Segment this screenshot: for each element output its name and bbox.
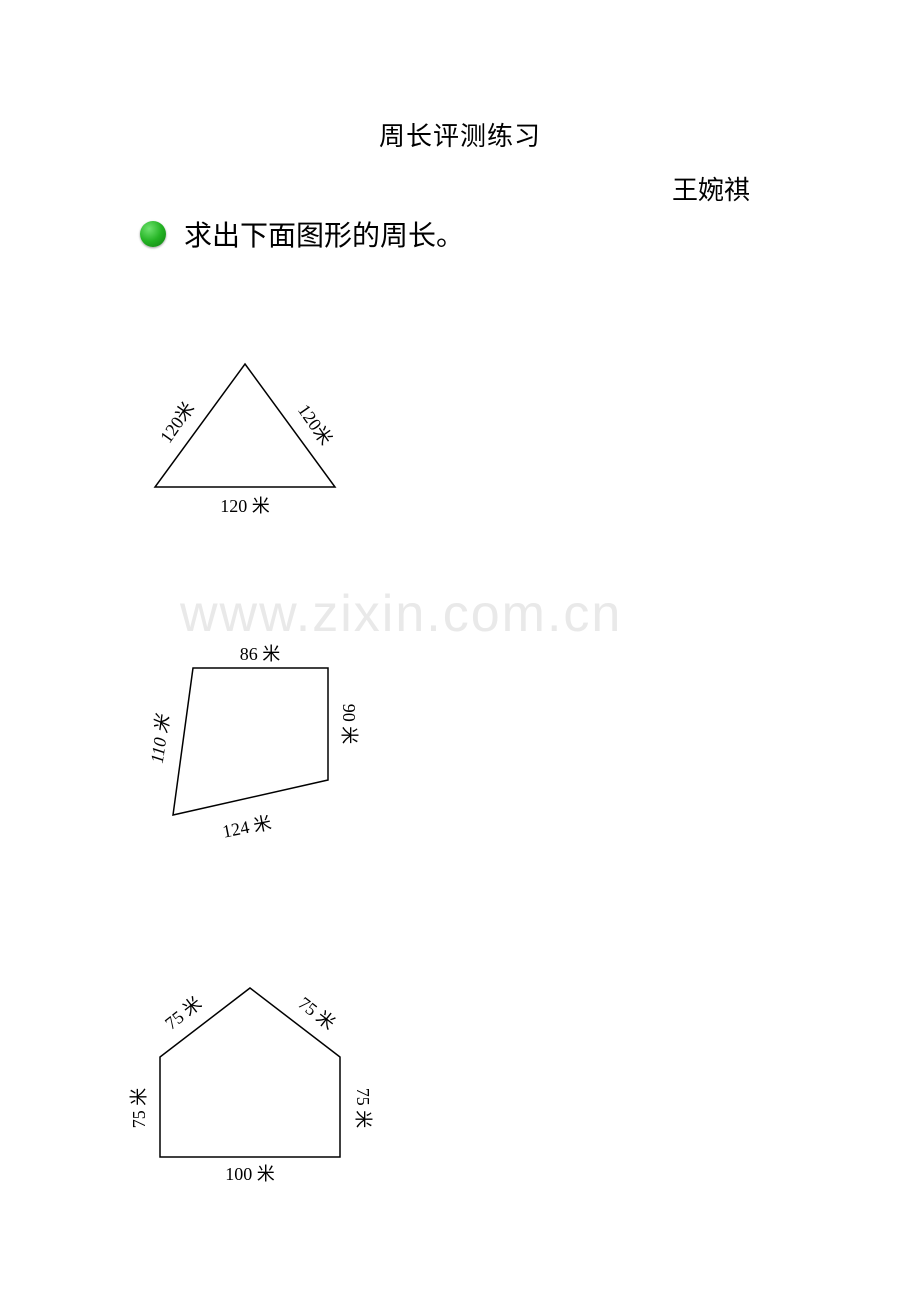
quadrilateral-figure: 86 米 90 米 124 米 110 米 bbox=[138, 640, 368, 855]
prompt-text: 求出下面图形的周长。 bbox=[184, 214, 464, 254]
watermark-text: www.zixin.com.cn bbox=[180, 584, 622, 644]
quad-side-right-label: 90 米 bbox=[339, 704, 359, 745]
quad-side-top-label: 86 米 bbox=[240, 644, 281, 664]
pentagon-side-right-label: 75 米 bbox=[353, 1088, 373, 1129]
author-name: 王婉祺 bbox=[672, 170, 750, 207]
quad-side-bottom-label: 124 米 bbox=[221, 813, 273, 842]
quadrilateral-shape bbox=[173, 668, 328, 815]
quad-side-left-label: 110 米 bbox=[147, 712, 174, 764]
triangle-side-right-label: 120米 bbox=[294, 400, 336, 448]
pentagon-figure: 75 米 75 米 75 米 100 米 75 米 bbox=[125, 980, 375, 1205]
triangle-figure: 120米 120米 120 米 bbox=[140, 352, 350, 537]
triangle-side-bottom-label: 120 米 bbox=[220, 496, 270, 516]
pentagon-side-bottom-label: 100 米 bbox=[225, 1164, 275, 1184]
triangle-side-left-label: 120米 bbox=[156, 398, 198, 446]
page-title: 周长评测练习 bbox=[0, 116, 920, 153]
prompt-row: 求出下面图形的周长。 bbox=[140, 214, 464, 254]
bullet-icon bbox=[140, 221, 166, 247]
pentagon-side-left-label: 75 米 bbox=[129, 1088, 149, 1129]
